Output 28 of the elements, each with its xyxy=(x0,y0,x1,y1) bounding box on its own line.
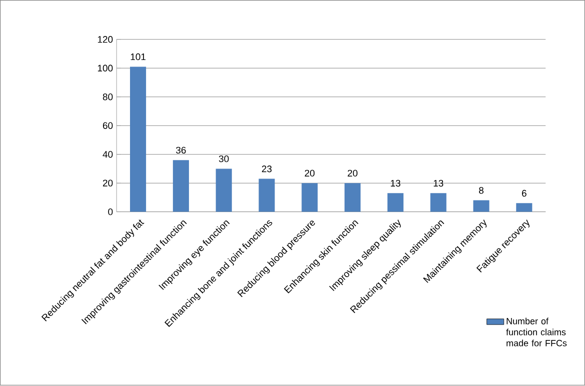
y-tick-label: 0 xyxy=(108,208,113,216)
data-label: 20 xyxy=(348,170,358,177)
data-label: 20 xyxy=(304,170,315,177)
y-tick-label: 20 xyxy=(102,180,113,187)
bar xyxy=(344,183,361,212)
y-tick-label: 100 xyxy=(98,65,113,72)
bar xyxy=(130,66,146,212)
legend-label: Number of function claims made for FFCs xyxy=(506,318,567,347)
bar xyxy=(216,168,232,212)
bar xyxy=(258,178,275,212)
y-tick-label: 40 xyxy=(102,151,113,158)
bar xyxy=(387,193,404,212)
data-label: 36 xyxy=(176,147,186,154)
data-label: 6 xyxy=(522,190,526,197)
data-label: 30 xyxy=(218,156,229,162)
y-tick-label: 80 xyxy=(102,94,113,100)
bar xyxy=(430,193,446,212)
bar xyxy=(516,203,532,212)
data-label: 101 xyxy=(130,54,146,60)
y-tick-label: 60 xyxy=(102,122,113,130)
bar xyxy=(473,200,490,212)
bar xyxy=(172,160,189,212)
data-label: 13 xyxy=(390,180,400,187)
data-label: 8 xyxy=(479,187,484,194)
y-tick-label: 120 xyxy=(98,36,113,43)
bar xyxy=(302,183,318,212)
data-label: 13 xyxy=(434,180,444,187)
data-label: 23 xyxy=(262,166,272,172)
